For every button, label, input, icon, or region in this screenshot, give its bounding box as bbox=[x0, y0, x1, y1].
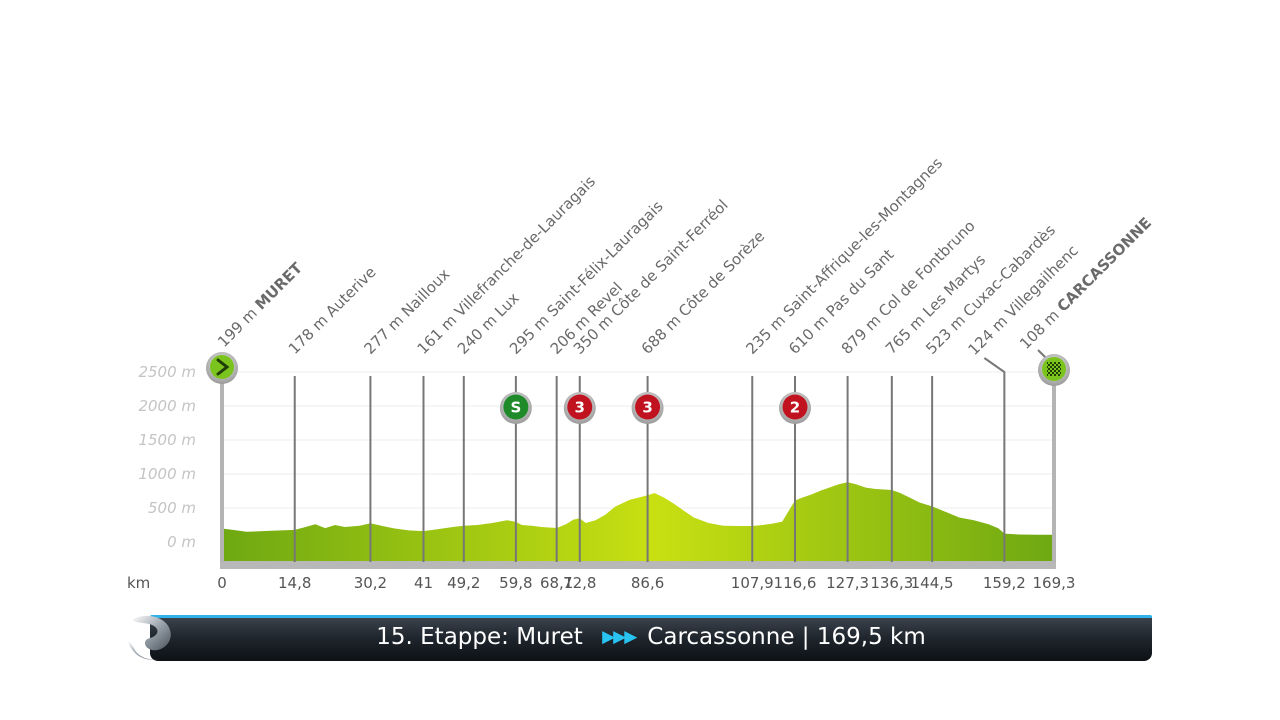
y-tick-label-2: 1000 m bbox=[138, 465, 196, 483]
stage-start: Muret bbox=[516, 624, 583, 650]
km-label-14: 159,2 bbox=[983, 574, 1026, 592]
waypoint-altitude-3: 161 m bbox=[414, 308, 464, 358]
finish-flag-icon bbox=[1038, 354, 1070, 386]
stage-banner: 15. Etappe: Muret ▶▶▶ Carcassonne | 169,5… bbox=[150, 615, 1152, 661]
km-label-1: 14,8 bbox=[278, 574, 311, 592]
km-label-10: 116,6 bbox=[774, 574, 817, 592]
badge-disc bbox=[567, 394, 593, 420]
badge-label: 3 bbox=[575, 399, 585, 417]
waypoint-line-14 bbox=[983, 357, 1006, 562]
badge-disc bbox=[503, 394, 529, 420]
direction-arrows-icon: ▶▶▶ bbox=[602, 627, 637, 647]
waypoint-name-7: Côte de Saint-Ferréol bbox=[607, 196, 732, 321]
km-label-2: 30,2 bbox=[354, 574, 387, 592]
km-label-0: 0 bbox=[217, 574, 227, 592]
waypoint-name-9: Saint-Affrique-les-Montagnes bbox=[780, 154, 947, 321]
y-axis-labels: 0 m 500 m 1000 m 1500 m 2000 m 2500 m bbox=[138, 363, 196, 551]
climb-badge-8: 3 bbox=[631, 392, 664, 424]
broadcaster-logo-icon bbox=[128, 615, 171, 660]
km-label-11: 127,3 bbox=[826, 574, 869, 592]
km-label-12: 136,3 bbox=[870, 574, 913, 592]
climb-badge-10: 2 bbox=[779, 392, 812, 424]
waypoint-altitude-9: 235 m bbox=[742, 308, 792, 358]
climb-badge-7: 3 bbox=[563, 392, 596, 424]
waypoint-altitude-1: 178 m bbox=[285, 308, 335, 358]
badge-disc bbox=[635, 394, 661, 420]
y-tick-label-3: 1500 m bbox=[138, 431, 196, 449]
waypoint-name-2: Nailloux bbox=[398, 265, 454, 321]
stage-finish-and-distance: Carcassonne | 169,5 km bbox=[647, 624, 926, 650]
y-tick-label-4: 2000 m bbox=[138, 397, 196, 415]
km-label-15: 169,3 bbox=[1033, 574, 1076, 592]
km-label-9: 107,9 bbox=[731, 574, 774, 592]
km-label-3: 41 bbox=[414, 574, 433, 592]
km-label-5: 59,8 bbox=[499, 574, 532, 592]
km-label-4: 49,2 bbox=[447, 574, 480, 592]
km-label-7: 72,8 bbox=[563, 574, 596, 592]
waypoint-altitude-0: 199 m bbox=[214, 301, 264, 351]
km-label-13: 144,5 bbox=[911, 574, 954, 592]
stage-title: 15. Etappe: Muret ▶▶▶ Carcassonne | 169,5… bbox=[150, 624, 1152, 650]
climb-badge-5: S bbox=[499, 392, 532, 424]
waypoint-altitude-2: 277 m bbox=[361, 308, 411, 358]
waypoint-altitude-11: 879 m bbox=[838, 308, 888, 358]
x-axis-unit-label: km bbox=[127, 574, 150, 592]
y-tick-label-5: 2500 m bbox=[138, 363, 196, 381]
waypoint-name-1: Auterive bbox=[322, 263, 380, 321]
y-tick-label-0: 0 m bbox=[167, 533, 196, 551]
badge-label: S bbox=[510, 399, 521, 417]
stage-number: 15. Etappe: bbox=[376, 624, 509, 650]
badge-label: 2 bbox=[790, 399, 800, 417]
elevation-profile-area bbox=[222, 482, 1054, 562]
waypoint-altitude-5: 295 m bbox=[506, 308, 556, 358]
km-label-6: 68,1 bbox=[540, 574, 573, 592]
waypoint-name-0: MURET bbox=[251, 258, 306, 313]
y-tick-label-1: 500 m bbox=[148, 499, 196, 517]
badge-label: 3 bbox=[642, 399, 652, 417]
profile-base-bar bbox=[220, 561, 1056, 569]
waypoint-altitude-8: 688 m bbox=[638, 308, 688, 358]
badge-disc bbox=[782, 394, 808, 420]
km-label-8: 86,6 bbox=[631, 574, 664, 592]
start-flag-icon bbox=[206, 352, 238, 384]
